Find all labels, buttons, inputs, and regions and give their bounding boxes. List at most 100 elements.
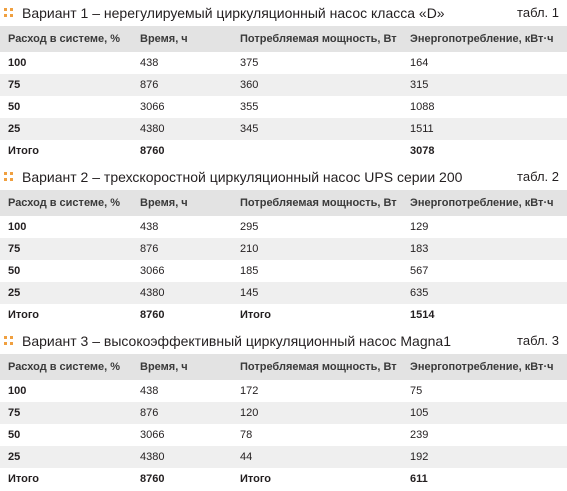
cell: 1088	[410, 101, 435, 113]
table-label: табл. 1	[517, 5, 559, 20]
cell: 44	[240, 451, 253, 463]
cell: 375	[240, 57, 259, 69]
title-row: Вариант 1 – нерегулируемый циркуляционны…	[0, 0, 567, 26]
data-row: 25 4380 345 1511	[0, 118, 567, 140]
table-label: табл. 3	[517, 333, 559, 348]
title-row: Вариант 3 – высокоэффективный циркуляцио…	[0, 328, 567, 354]
data-row: 25 4380 44 192	[0, 446, 567, 468]
cell: 3066	[140, 265, 165, 277]
header-cell: Потребляемая мощность, Вт	[240, 361, 397, 373]
cell: 438	[140, 57, 159, 69]
cell: 75	[8, 243, 21, 255]
cell: 50	[8, 429, 21, 441]
header-cell: Потребляемая мощность, Вт	[240, 197, 397, 209]
cell: 25	[8, 451, 21, 463]
total-row: Итого 8760 Итого 1514	[0, 304, 567, 326]
cell: 4380	[140, 287, 165, 299]
cell: 1514	[410, 309, 435, 321]
cell: 8760	[140, 145, 165, 157]
bullet-icon	[4, 172, 14, 182]
cell: Итого	[8, 473, 40, 485]
bullet-icon	[4, 8, 14, 18]
cell: 239	[410, 429, 429, 441]
header-cell: Энергопотребление, кВт·ч	[410, 197, 554, 209]
cell: Итого	[8, 309, 40, 321]
table-label: табл. 2	[517, 169, 559, 184]
header-row: Расход в системе, % Время, ч Потребляемая …	[0, 354, 567, 380]
data-row: 100 438 295 129	[0, 216, 567, 238]
cell: 210	[240, 243, 259, 255]
cell: 438	[140, 221, 159, 233]
cell: 876	[140, 243, 159, 255]
table-title: Вариант 3 – высокоэффективный циркуляцио…	[22, 333, 451, 349]
cell: 105	[410, 407, 429, 419]
data-row: 100 438 172 75	[0, 380, 567, 402]
data-row: 75 876 360 315	[0, 74, 567, 96]
header-cell: Энергопотребление, кВт·ч	[410, 33, 554, 45]
cell: 1511	[410, 123, 434, 135]
data-row: 100 438 375 164	[0, 52, 567, 74]
cell: 3066	[140, 429, 165, 441]
title-row: Вариант 2 – трехскоростной циркуляционны…	[0, 164, 567, 190]
cell: 876	[140, 79, 159, 91]
cell: 3066	[140, 101, 165, 113]
header-cell: Расход в системе, %	[8, 33, 121, 45]
cell: Итого	[8, 145, 40, 157]
data-row: 75 876 210 183	[0, 238, 567, 260]
table-title: Вариант 2 – трехскоростной циркуляционны…	[22, 169, 463, 185]
cell: 315	[410, 79, 429, 91]
data-row: 50 3066 78 239	[0, 424, 567, 446]
cell: 75	[8, 79, 21, 91]
cell: 295	[240, 221, 259, 233]
table-block: Вариант 1 – нерегулируемый циркуляционны…	[0, 0, 567, 163]
header-cell: Потребляемая мощность, Вт	[240, 33, 397, 45]
cell: 4380	[140, 451, 165, 463]
cell: 25	[8, 287, 21, 299]
table-block: Вариант 3 – высокоэффективный циркуляцио…	[0, 328, 567, 491]
cell: 192	[410, 451, 429, 463]
cell: 611	[410, 473, 428, 485]
table-title: Вариант 1 – нерегулируемый циркуляционны…	[22, 5, 445, 21]
bullet-icon	[4, 336, 14, 346]
header-row: Расход в системе, % Время, ч Потребляемая …	[0, 190, 567, 216]
cell: 50	[8, 265, 21, 277]
data-row: 75 876 120 105	[0, 402, 567, 424]
cell: 438	[140, 385, 159, 397]
header-cell: Время, ч	[140, 361, 188, 373]
cell: 75	[410, 385, 423, 397]
data-row: 50 3066 185 567	[0, 260, 567, 282]
header-cell: Расход в системе, %	[8, 197, 121, 209]
cell: Итого	[240, 309, 272, 321]
cell: Итого	[240, 473, 272, 485]
cell: 360	[240, 79, 259, 91]
cell: 78	[240, 429, 253, 441]
cell: 129	[410, 221, 429, 233]
cell: 8760	[140, 309, 165, 321]
cell: 100	[8, 221, 27, 233]
header-cell: Время, ч	[140, 197, 188, 209]
data-row: 25 4380 145 635	[0, 282, 567, 304]
cell: 4380	[140, 123, 165, 135]
cell: 100	[8, 57, 27, 69]
cell: 145	[240, 287, 259, 299]
cell: 345	[240, 123, 259, 135]
cell: 172	[240, 385, 259, 397]
cell: 25	[8, 123, 21, 135]
cell: 75	[8, 407, 21, 419]
cell: 8760	[140, 473, 165, 485]
cell: 100	[8, 385, 27, 397]
cell: 635	[410, 287, 429, 299]
header-cell: Расход в системе, %	[8, 361, 121, 373]
cell: 120	[240, 407, 259, 419]
total-row: Итого 8760 Итого 611	[0, 468, 567, 490]
table-block: Вариант 2 – трехскоростной циркуляционны…	[0, 164, 567, 327]
cell: 50	[8, 101, 21, 113]
data-row: 50 3066 355 1088	[0, 96, 567, 118]
cell: 164	[410, 57, 429, 69]
header-cell: Время, ч	[140, 33, 188, 45]
cell: 876	[140, 407, 159, 419]
header-row: Расход в системе, % Время, ч Потребляемая …	[0, 26, 567, 52]
cell: 183	[410, 243, 429, 255]
cell: 3078	[410, 145, 435, 157]
